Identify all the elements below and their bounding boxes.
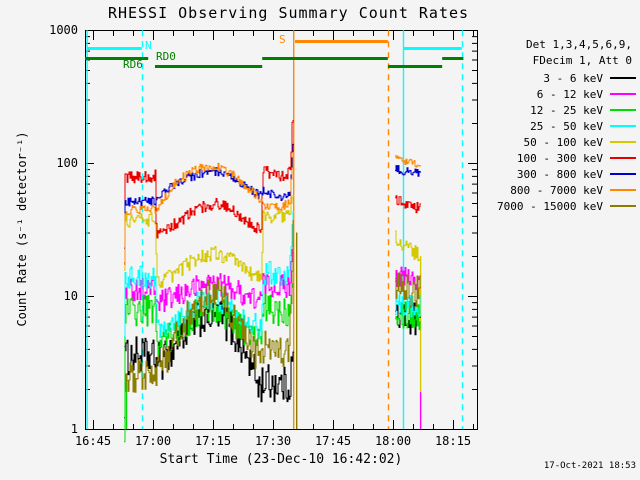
y-tick-label: 1000 [49, 23, 78, 37]
x-axis-label: Start Time (23-Dec-10 16:42:02) [159, 452, 403, 467]
legend-row: 3 - 6 keV [497, 70, 638, 86]
chart-title: RHESSI Observing Summary Count Rates [107, 4, 470, 22]
legend-swatch [610, 109, 636, 111]
legend-label: 3 - 6 keV [543, 71, 603, 85]
legend-row: 25 - 50 keV [497, 118, 638, 134]
legend-swatch [610, 141, 636, 143]
legend-label: 50 - 100 keV [523, 135, 603, 149]
flag-label-s: S [279, 33, 286, 46]
legend-swatch [610, 93, 636, 95]
flag-label-rd6: RD6 [123, 58, 143, 71]
legend-label: 25 - 50 keV [530, 119, 603, 133]
x-tick-label: 18:00 [374, 434, 412, 448]
legend-label: 800 - 7000 keV [510, 183, 603, 197]
legend-row: 7000 - 15000 keV [497, 198, 638, 214]
flag-label-n: N [145, 39, 152, 52]
legend-row: 6 - 12 keV [497, 86, 638, 102]
legend-row: 100 - 300 keV [497, 150, 638, 166]
legend-header-detectors: Det 1,3,4,5,6,9, [526, 38, 632, 51]
legend-swatch [610, 77, 636, 79]
y-tick-label: 100 [56, 156, 78, 170]
x-tick-label: 18:15 [434, 434, 472, 448]
legend-row: 300 - 800 keV [497, 166, 638, 182]
legend-swatch [610, 157, 636, 159]
x-tick-label: 16:45 [74, 434, 112, 448]
legend-label: 12 - 25 keV [530, 103, 603, 117]
x-tick-label: 17:45 [314, 434, 352, 448]
x-tick-label: 17:15 [194, 434, 232, 448]
legend-swatch [610, 173, 636, 175]
legend-header-fdecim: FDecim 1, Att 0 [532, 54, 632, 67]
legend-label: 7000 - 15000 keV [497, 199, 603, 213]
legend-row: 800 - 7000 keV [497, 182, 638, 198]
y-tick-label: 10 [63, 289, 78, 303]
legend: Det 1,3,4,5,6,9, FDecim 1, Att 0 3 - 6 k… [497, 38, 638, 214]
legend-label: 100 - 300 keV [516, 151, 603, 165]
legend-label: 6 - 12 keV [536, 87, 603, 101]
legend-row: 12 - 25 keV [497, 102, 638, 118]
y-axis-label: Count Rate (s⁻¹ detector⁻¹) [15, 131, 29, 327]
x-tick-label: 17:00 [134, 434, 172, 448]
legend-entries: 3 - 6 keV 6 - 12 keV 12 - 25 keV 25 - 50 ke… [497, 70, 638, 214]
y-tick-label: 1 [70, 422, 78, 436]
x-tick-label: 17:30 [254, 434, 292, 448]
flag-label-rd0: RD0 [156, 50, 176, 63]
legend-label: 300 - 800 keV [516, 167, 603, 181]
legend-row: 50 - 100 keV [497, 134, 638, 150]
legend-swatch [610, 189, 636, 191]
legend-swatch [610, 205, 636, 207]
creation-timestamp: 17-Oct-2021 18:53 [543, 461, 636, 471]
legend-swatch [610, 125, 636, 127]
